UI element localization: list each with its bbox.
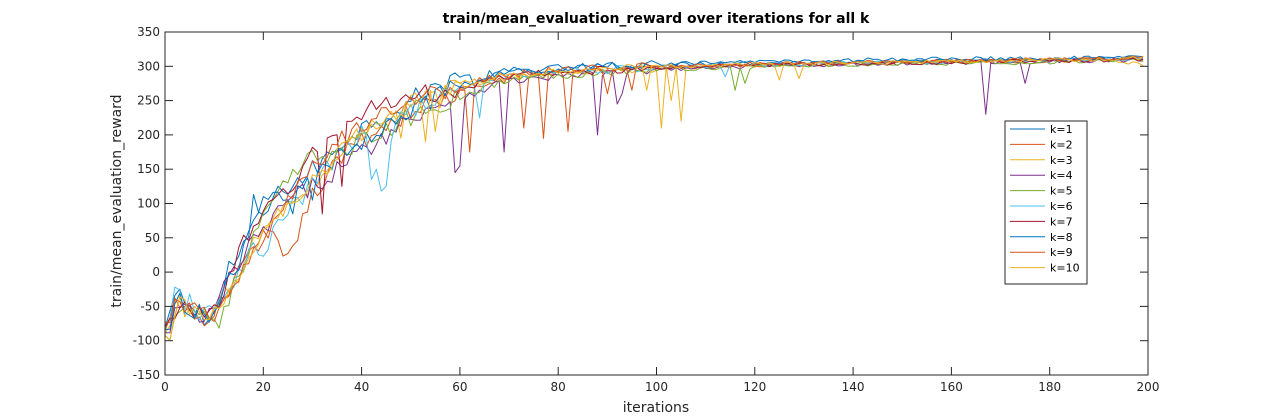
x-tick-label: 100 bbox=[645, 380, 668, 394]
legend-label: k=3 bbox=[1050, 154, 1073, 167]
legend-label: k=1 bbox=[1050, 123, 1073, 136]
series-line-k-10 bbox=[165, 56, 1144, 341]
legend-label: k=4 bbox=[1050, 169, 1073, 182]
x-tick-label: 120 bbox=[743, 380, 766, 394]
legend: k=1 k=2 k=3 k=4 k=5 k=6 k=7 k=8 k=9 k=10 bbox=[1004, 120, 1088, 285]
x-tick-label: 200 bbox=[1137, 380, 1160, 394]
legend-label: k=8 bbox=[1050, 231, 1073, 244]
y-tick-label: 0 bbox=[152, 265, 160, 279]
y-tick-label: -100 bbox=[133, 334, 160, 348]
legend-label: k=10 bbox=[1050, 262, 1080, 275]
y-tick-label: 100 bbox=[137, 197, 160, 211]
y-tick-label: 50 bbox=[145, 231, 160, 245]
legend-label: k=6 bbox=[1050, 200, 1073, 213]
legend-label: k=7 bbox=[1050, 215, 1073, 228]
x-axis-title: iterations bbox=[623, 400, 689, 416]
legend-label: k=9 bbox=[1050, 246, 1073, 259]
axes-layer: 0 20 40 60 80 100 120 140 160 180 200 -150 -100 -50 0 5… bbox=[133, 25, 1160, 394]
x-tick-label: 80 bbox=[551, 380, 566, 394]
y-tick-label: 200 bbox=[137, 128, 160, 142]
legend-box bbox=[1004, 120, 1088, 285]
y-tick-label: 150 bbox=[137, 162, 160, 176]
y-tick-label: -50 bbox=[140, 299, 160, 313]
x-tick-label: 0 bbox=[161, 380, 169, 394]
legend-label: k=2 bbox=[1050, 138, 1073, 151]
y-axis-title: train/mean_evaluation_reward bbox=[109, 94, 125, 307]
chart-title: train/mean_evaluation_reward over iterat… bbox=[443, 11, 870, 27]
x-tick-label: 20 bbox=[256, 380, 271, 394]
x-tick-label: 60 bbox=[452, 380, 467, 394]
series-line-k-8 bbox=[165, 55, 1144, 331]
x-tick-label: 40 bbox=[354, 380, 369, 394]
series-layer bbox=[165, 55, 1144, 341]
x-tick-label: 180 bbox=[1038, 380, 1061, 394]
x-tick-label: 140 bbox=[842, 380, 865, 394]
x-tick-label: 160 bbox=[940, 380, 963, 394]
legend-label: k=5 bbox=[1050, 185, 1073, 198]
y-tick-label: 300 bbox=[137, 59, 160, 73]
y-tick-label: -150 bbox=[133, 368, 160, 382]
y-tick-label: 250 bbox=[137, 94, 160, 108]
y-tick-label: 350 bbox=[137, 25, 160, 39]
